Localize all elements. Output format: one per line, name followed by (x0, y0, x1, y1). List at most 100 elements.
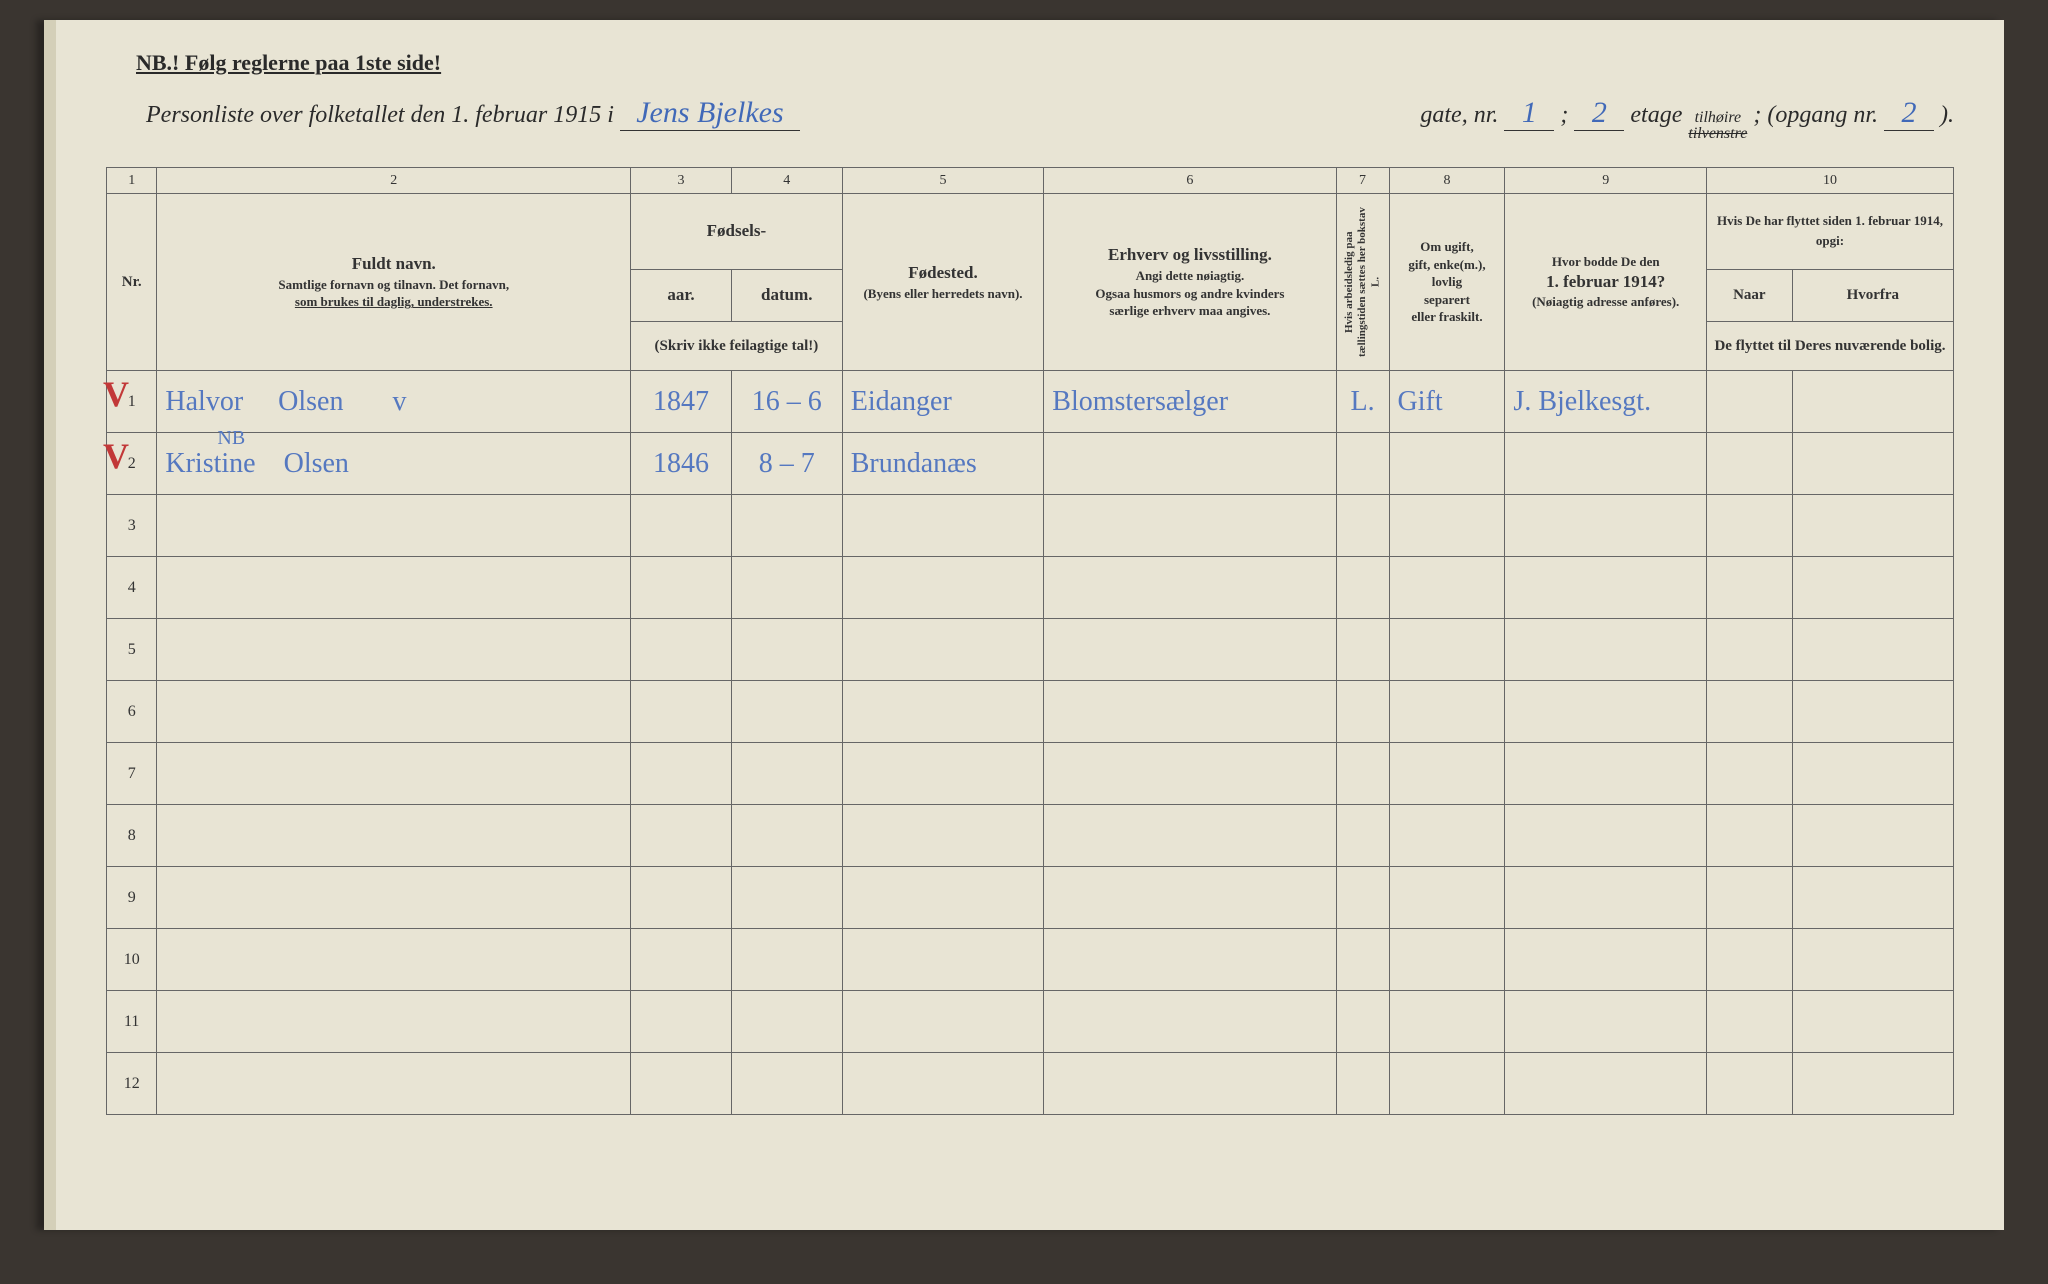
cell-year (631, 805, 732, 867)
header-row-1: Nr. Fuldt navn. Samtlige fornavn og tiln… (107, 194, 1954, 270)
cell-occupation (1044, 743, 1336, 805)
row-number: 8 (107, 805, 157, 867)
cell-moved1 (1706, 743, 1792, 805)
cell-date (731, 867, 842, 929)
cell-name: Kristine OlsenNB (157, 433, 631, 495)
cell-moved1 (1706, 433, 1792, 495)
cell-year (631, 681, 732, 743)
cell-name (157, 619, 631, 681)
side-bottom: tilvenstre (1688, 126, 1747, 142)
cell-marital (1389, 867, 1505, 929)
gate-label: gate, nr. (1420, 102, 1498, 129)
cell-date (731, 991, 842, 1053)
table-row: 11 (107, 991, 1954, 1053)
cell-moved2 (1792, 681, 1953, 743)
cell-col7 (1336, 433, 1389, 495)
title-row: Personliste over folketallet den 1. febr… (146, 96, 1954, 142)
table-row: 8 (107, 805, 1954, 867)
cell-moved1 (1706, 929, 1792, 991)
row-number: 5 (107, 619, 157, 681)
cell-moved2 (1792, 619, 1953, 681)
cell-name (157, 495, 631, 557)
cell-col7 (1336, 867, 1389, 929)
row-number: 9 (107, 867, 157, 929)
close-paren: ). (1940, 102, 1954, 129)
cell-col7 (1336, 495, 1389, 557)
cell-name (157, 805, 631, 867)
etage-nr: 2 (1574, 96, 1624, 131)
cell-occupation (1044, 805, 1336, 867)
cell-marital (1389, 681, 1505, 743)
cell-moved2 (1792, 867, 1953, 929)
table-row: 10 (107, 929, 1954, 991)
cell-address (1505, 619, 1707, 681)
colnum-4: 4 (731, 168, 842, 194)
cell-moved2 (1792, 929, 1953, 991)
colnum-9: 9 (1505, 168, 1707, 194)
cell-birthplace: Brundanæs (842, 433, 1044, 495)
cell-col7 (1336, 991, 1389, 1053)
row-number: 3 (107, 495, 157, 557)
red-check-mark: V (103, 373, 129, 415)
cell-year: 1846 (631, 433, 732, 495)
cell-address (1505, 991, 1707, 1053)
cell-occupation (1044, 495, 1336, 557)
cell-name (157, 867, 631, 929)
cell-address (1505, 557, 1707, 619)
hdr-name: Fuldt navn. Samtlige fornavn og tilnavn.… (157, 194, 631, 371)
nb-annotation: NB (217, 427, 245, 450)
cell-marital (1389, 619, 1505, 681)
cell-address (1505, 929, 1707, 991)
cell-year (631, 743, 732, 805)
table-row: 12 (107, 1053, 1954, 1115)
table-row: 6 (107, 681, 1954, 743)
cell-moved2 (1792, 371, 1953, 433)
cell-birthplace (842, 743, 1044, 805)
cell-name (157, 681, 631, 743)
cell-occupation (1044, 929, 1336, 991)
cell-moved1 (1706, 867, 1792, 929)
hdr-marital: Om ugift, gift, enke(m.), lovlig separer… (1389, 194, 1505, 371)
row-number: 11 (107, 991, 157, 1053)
cell-col7 (1336, 743, 1389, 805)
hdr-moved-hvorfra: Hvorfra (1792, 269, 1953, 321)
row-number: 4 (107, 557, 157, 619)
cell-marital (1389, 991, 1505, 1053)
cell-moved1 (1706, 681, 1792, 743)
cell-address (1505, 805, 1707, 867)
cell-name (157, 743, 631, 805)
cell-col7 (1336, 805, 1389, 867)
colnum-6: 6 (1044, 168, 1336, 194)
cell-occupation (1044, 619, 1336, 681)
census-page: NB.! Følg reglerne paa 1ste side! Person… (44, 20, 2004, 1230)
street-name: Jens Bjelkes (620, 96, 800, 131)
cell-col7 (1336, 619, 1389, 681)
colnum-2: 2 (157, 168, 631, 194)
cell-marital (1389, 1053, 1505, 1115)
cell-address (1505, 743, 1707, 805)
cell-moved1 (1706, 805, 1792, 867)
cell-address (1505, 433, 1707, 495)
cell-date (731, 805, 842, 867)
cell-birthplace (842, 867, 1044, 929)
cell-marital: Gift (1389, 371, 1505, 433)
cell-year (631, 619, 732, 681)
cell-col7 (1336, 681, 1389, 743)
cell-year (631, 929, 732, 991)
cell-date: 16 – 6 (731, 371, 842, 433)
cell-birthplace: Eidanger (842, 371, 1044, 433)
colnum-7: 7 (1336, 168, 1389, 194)
cell-address (1505, 681, 1707, 743)
opgang-nr: 2 (1884, 96, 1934, 131)
cell-moved2 (1792, 991, 1953, 1053)
colnum-3: 3 (631, 168, 732, 194)
cell-birthplace (842, 805, 1044, 867)
cell-year (631, 867, 732, 929)
census-table: 1 2 3 4 5 6 7 8 9 10 Nr. Fuldt navn. Sam… (106, 167, 1954, 1115)
cell-moved2 (1792, 805, 1953, 867)
table-row: 2VKristine OlsenNB18468 – 7Brundanæs (107, 433, 1954, 495)
side-stack: tilhøire tilvenstre (1688, 110, 1747, 142)
cell-birthplace (842, 495, 1044, 557)
cell-address (1505, 1053, 1707, 1115)
cell-year (631, 495, 732, 557)
